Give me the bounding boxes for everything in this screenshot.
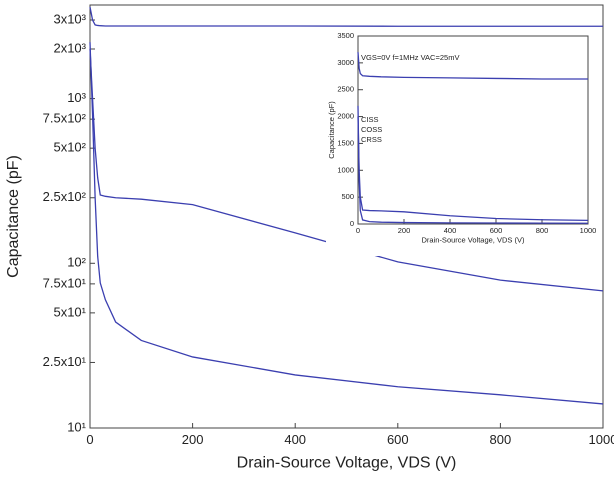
x-tick-label: 800	[490, 432, 512, 447]
y-tick-label: 2000	[337, 112, 354, 121]
x-axis-label: Drain-Source Voltage, VDS (V)	[237, 454, 457, 471]
x-tick-label: 600	[490, 226, 503, 235]
x-tick-label: 200	[398, 226, 411, 235]
y-tick-label: 5x10¹	[53, 304, 86, 319]
y-tick-label: 5x10²	[53, 140, 86, 155]
x-tick-label: 400	[284, 432, 306, 447]
legend-label: CRSS	[361, 135, 382, 144]
annotation: VGS=0V f=1MHz VAC=25mV	[361, 53, 459, 62]
y-tick-label: 2500	[337, 85, 354, 94]
series-line	[89, 6, 603, 27]
series-line	[357, 52, 588, 80]
x-tick-label: 0	[356, 226, 360, 235]
y-tick-label: 1000	[337, 165, 354, 174]
x-tick-label: 0	[86, 432, 93, 447]
x-axis-label: Drain-Source Voltage, VDS (V)	[422, 235, 525, 244]
y-tick-label: 10²	[67, 255, 86, 270]
x-tick-label: 1000	[589, 432, 614, 447]
y-tick-label: 0	[350, 219, 354, 228]
y-tick-label: 10¹	[67, 419, 86, 434]
x-tick-label: 800	[536, 226, 549, 235]
y-tick-label: 7.5x10²	[43, 111, 87, 126]
y-tick-label: 3500	[337, 31, 354, 40]
series-line	[89, 42, 604, 405]
y-tick-label: 2x10³	[53, 40, 86, 55]
y-tick-label: 500	[341, 192, 354, 201]
plot-frame	[89, 4, 604, 429]
legend-label: COSS	[361, 125, 382, 134]
series-line	[89, 48, 604, 292]
y-tick-label: 1500	[337, 138, 354, 147]
y-tick-label: 2.5x10²	[43, 189, 87, 204]
y-tick-label: 7.5x10¹	[43, 275, 87, 290]
y-tick-label: 3000	[337, 58, 354, 67]
inset-panel	[326, 28, 602, 256]
x-tick-label: 400	[444, 226, 457, 235]
x-tick-label: 200	[182, 432, 204, 447]
y-axis-label: Capacitance (pF)	[327, 101, 336, 159]
series-line	[357, 105, 589, 224]
x-tick-label: 1000	[580, 226, 597, 235]
y-tick-label: 10³	[67, 90, 86, 105]
y-axis-label: Capacitance (pF)	[5, 155, 22, 278]
legend-label: CISS	[361, 115, 379, 124]
y-tick-label: 2.5x10¹	[43, 354, 87, 369]
y-tick-label: 3x10³	[53, 11, 86, 26]
x-tick-label: 600	[387, 432, 409, 447]
